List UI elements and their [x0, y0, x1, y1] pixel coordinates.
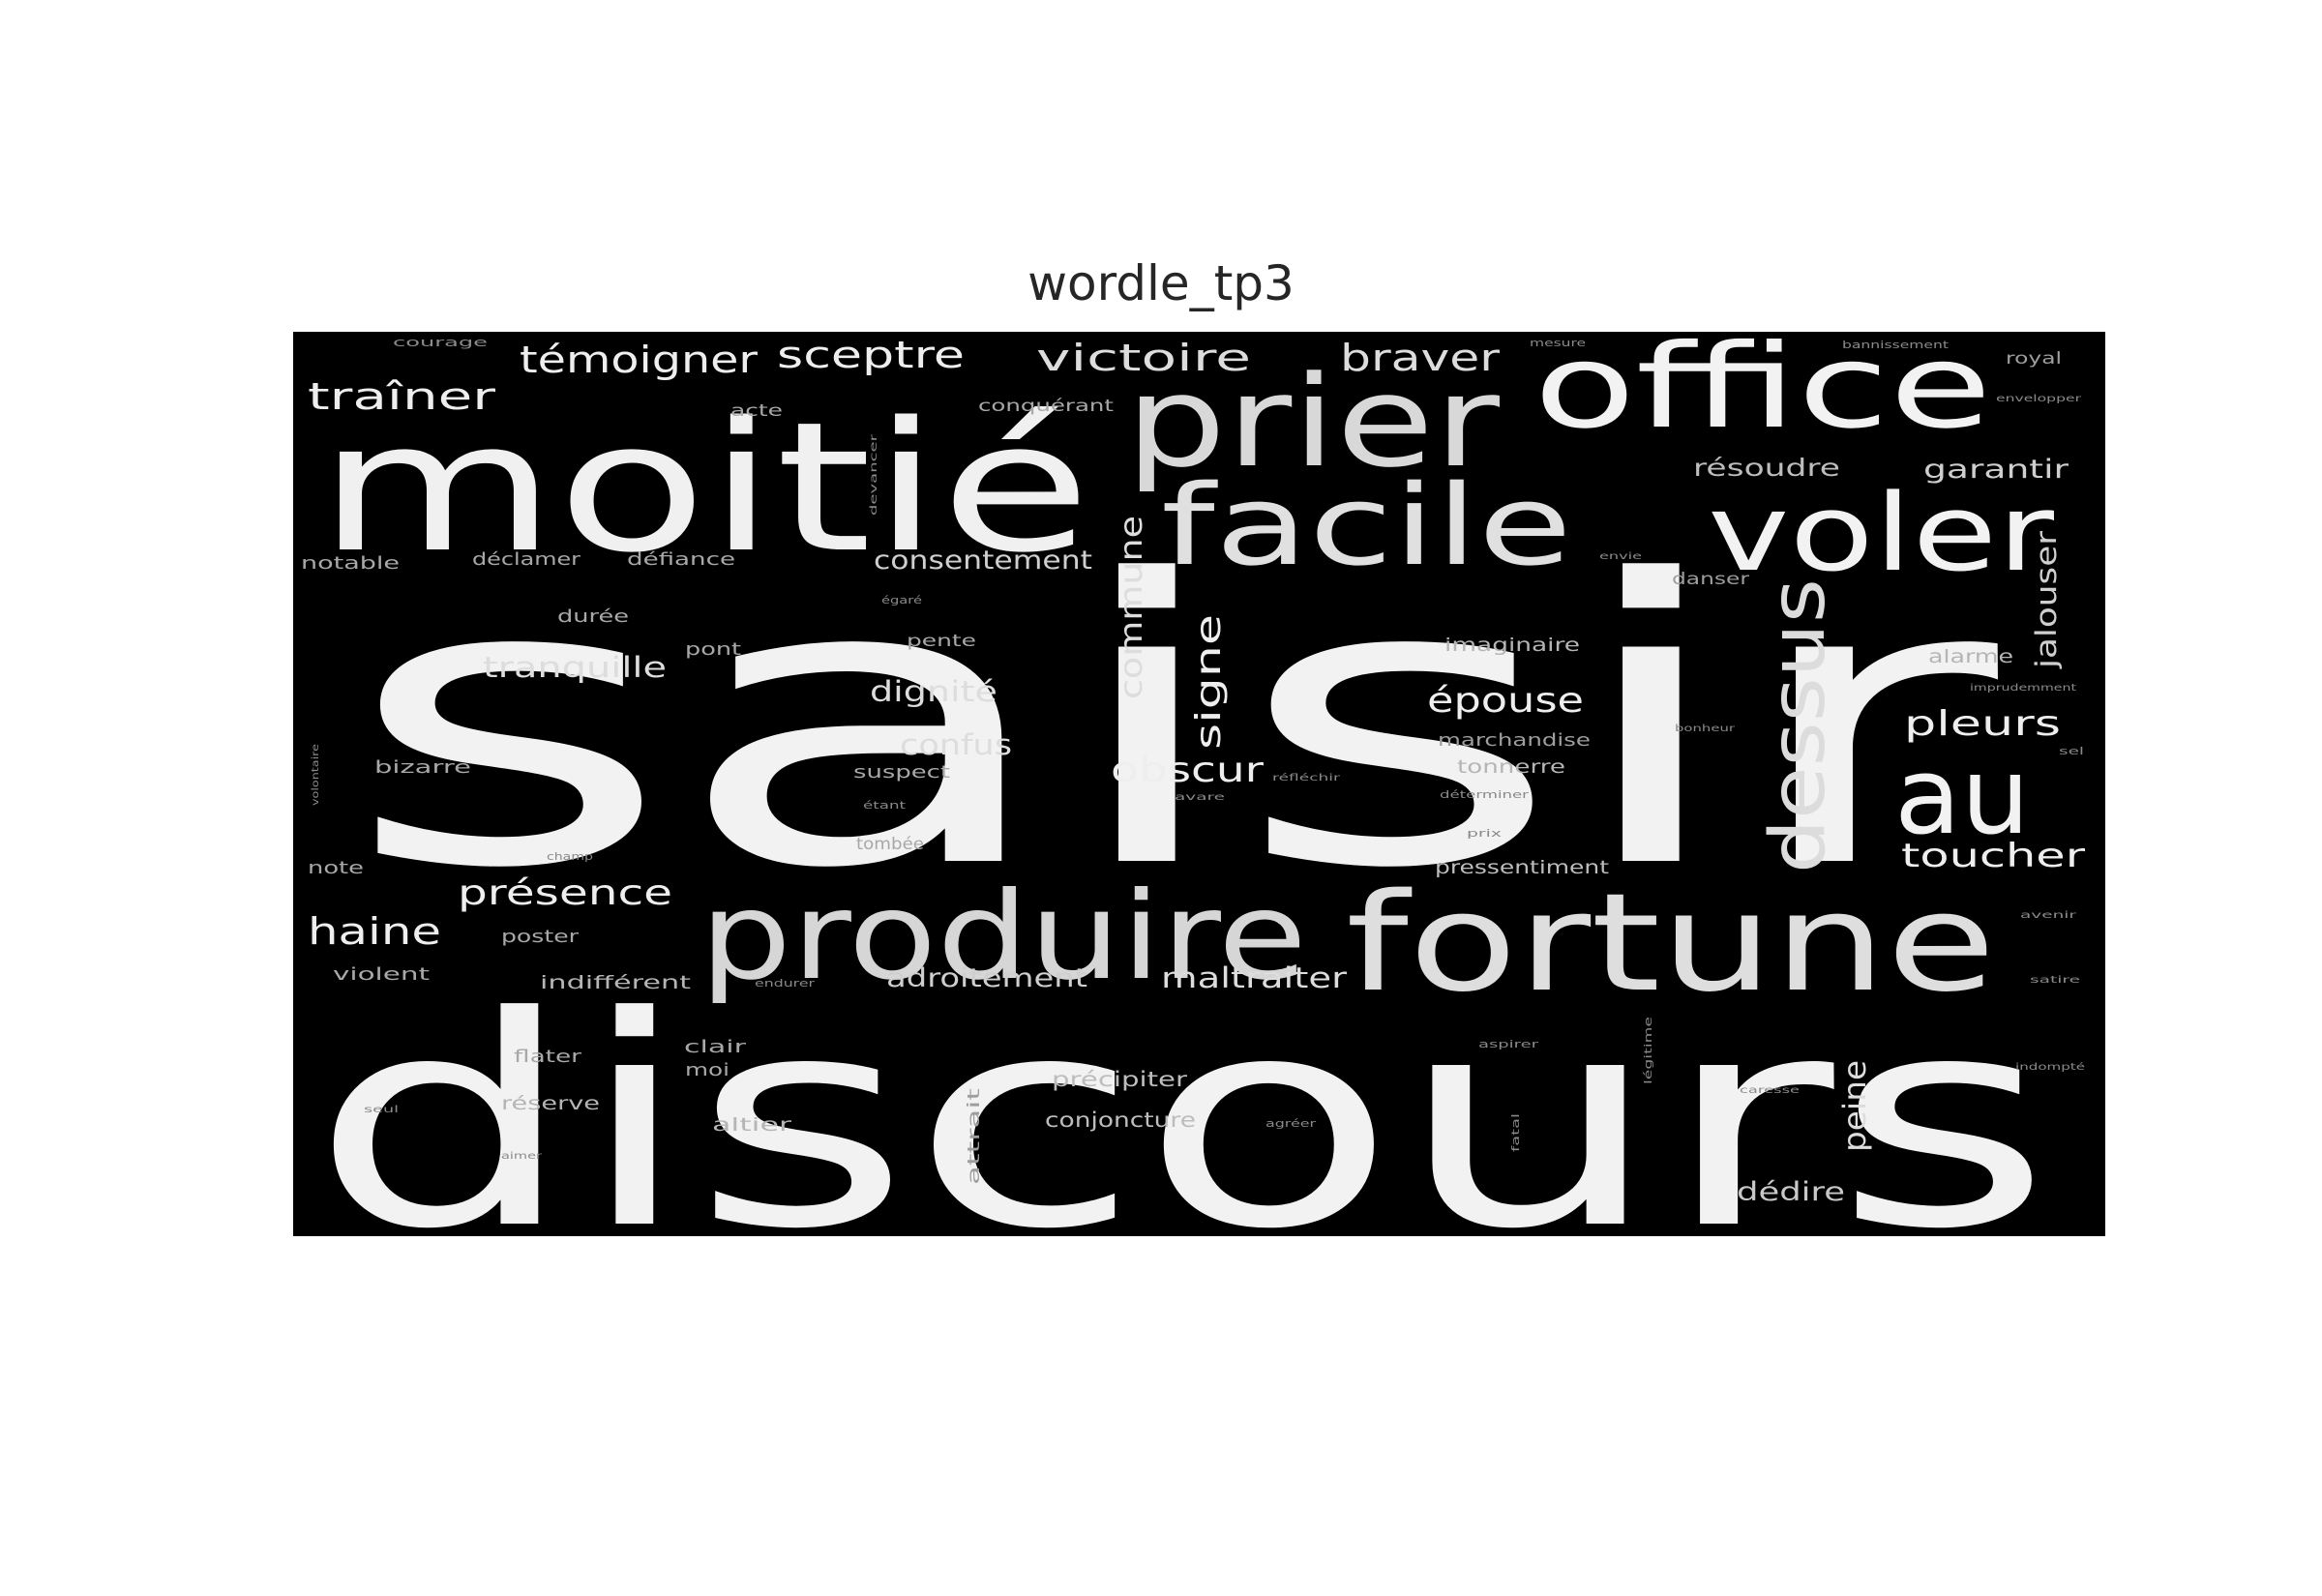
- word-poster: poster: [501, 927, 580, 947]
- word-presence: présence: [458, 873, 672, 913]
- word-prier: prier: [1125, 348, 1501, 495]
- word-victoire: victoire: [1036, 337, 1251, 379]
- word-bonheur: bonheur: [1675, 724, 1736, 734]
- word-temoigner: témoigner: [520, 339, 758, 381]
- word-egare: égaré: [881, 594, 922, 606]
- word-commune: commune: [1113, 516, 1149, 699]
- word-fortune: fortune: [1346, 865, 1996, 1022]
- word-duree: durée: [557, 606, 629, 627]
- word-sel: sel: [2059, 745, 2084, 757]
- word-devancer: devancer: [869, 432, 879, 516]
- word-garantir: garantir: [1923, 455, 2069, 485]
- word-tonnerre: tonnerre: [1457, 756, 1565, 778]
- word-bizarre: bizarre: [374, 757, 471, 778]
- word-conjoncture: conjoncture: [1045, 1108, 1196, 1132]
- word-pleurs: pleurs: [1904, 704, 2061, 744]
- word-aspirer: aspirer: [1478, 1038, 1539, 1050]
- word-epouse: épouse: [1427, 681, 1584, 721]
- word-tranquille: tranquille: [483, 651, 667, 684]
- word-notable: notable: [301, 553, 400, 574]
- word-envie: envie: [1599, 551, 1642, 562]
- word-seul: seul: [364, 1105, 399, 1115]
- word-legitime: légitime: [1642, 1017, 1654, 1084]
- word-danser: danser: [1672, 570, 1749, 589]
- word-pont: pont: [685, 639, 741, 660]
- word-imprudemment: imprudemment: [1970, 683, 2076, 694]
- word-agreer: agréer: [1265, 1117, 1317, 1130]
- word-maltraiter: maltraiter: [1161, 961, 1347, 994]
- word-consentement: consentement: [874, 546, 1092, 576]
- word-tombee: tombée: [856, 835, 924, 854]
- word-defiance: défiance: [627, 549, 735, 570]
- word-peine: peine: [1836, 1060, 1873, 1152]
- word-cloud-canvas: saisir discours moitié office prier faci…: [301, 332, 2085, 1236]
- word-pente: pente: [907, 632, 976, 651]
- word-sceptre: sceptre: [777, 334, 965, 376]
- word-endurer: endurer: [755, 977, 816, 990]
- word-alarme: alarme: [1928, 646, 2013, 667]
- word-braver: braver: [1340, 337, 1500, 379]
- word-prix: prix: [1467, 827, 1503, 840]
- word-royal: royal: [2006, 349, 2062, 369]
- word-suspect: suspect: [853, 762, 950, 783]
- word-voler: voler: [1708, 471, 2055, 595]
- figure-title: wordle_tp3: [1027, 255, 1295, 311]
- word-clair: clair: [684, 1037, 747, 1057]
- word-jalouser: jalouser: [2030, 531, 2063, 669]
- word-indompte: indompté: [2015, 1061, 2085, 1073]
- word-facile: facile: [1161, 461, 1572, 591]
- word-imaginaire: imaginaire: [1444, 635, 1580, 656]
- word-avenir: avenir: [2020, 910, 2078, 921]
- word-satire: satire: [2030, 975, 2080, 986]
- word-reserve: réserve: [501, 1093, 600, 1114]
- word-volontaire: volontaire: [311, 744, 321, 806]
- word-adroitement: adroitement: [886, 963, 1087, 993]
- word-altier: altier: [712, 1114, 791, 1136]
- word-avare: avare: [1175, 792, 1225, 803]
- word-caresse: caresse: [1740, 1085, 1800, 1096]
- word-attrait: attrait: [965, 1087, 984, 1185]
- word-dedire: dédire: [1737, 1177, 1845, 1207]
- word-pressentiment: pressentiment: [1435, 857, 1609, 878]
- word-cloud: saisir discours moitié office prier faci…: [293, 332, 2105, 1236]
- word-etant: étant: [863, 799, 907, 812]
- word-resoudre: résoudre: [1693, 454, 1840, 482]
- word-conquerant: conquérant: [978, 397, 1114, 416]
- word-office: office: [1533, 332, 1992, 455]
- word-reflechir: réfléchir: [1272, 772, 1341, 783]
- word-toucher: toucher: [1901, 837, 2085, 875]
- word-violent: violent: [333, 964, 430, 985]
- word-au: au: [1894, 734, 2030, 858]
- word-aimer: aimer: [501, 1151, 543, 1162]
- word-note: note: [308, 858, 364, 878]
- word-precipiter: précipiter: [1052, 1068, 1187, 1091]
- word-moitie: moitié: [317, 383, 1091, 592]
- word-bannissement: bannissement: [1842, 339, 1950, 351]
- word-champ: champ: [547, 850, 593, 863]
- word-confus: confus: [900, 728, 1012, 761]
- word-determiner: déterminer: [1440, 788, 1530, 801]
- word-declamer: déclamer: [472, 549, 581, 570]
- word-saisir: saisir: [343, 497, 2005, 954]
- word-moi: moi: [685, 1060, 729, 1080]
- word-flater: flater: [514, 1047, 582, 1067]
- word-haine: haine: [308, 910, 441, 953]
- word-mesure: mesure: [1530, 337, 1586, 349]
- word-courage: courage: [393, 336, 488, 349]
- word-dessus: dessus: [1755, 578, 1842, 873]
- word-acte: acte: [730, 401, 783, 421]
- word-marchandise: marchandise: [1438, 730, 1591, 751]
- word-dignite: dignité: [870, 675, 997, 708]
- word-trainer: traîner: [308, 375, 496, 418]
- word-fatal: fatal: [1509, 1113, 1522, 1152]
- word-indifferent: indifférent: [540, 972, 691, 993]
- word-envelopper: envelopper: [1996, 394, 2082, 404]
- word-discours: discours: [311, 955, 2052, 1236]
- word-produire: produire: [700, 867, 1307, 1007]
- word-obscur: obscur: [1111, 751, 1264, 790]
- word-signe: signe: [1189, 614, 1229, 750]
